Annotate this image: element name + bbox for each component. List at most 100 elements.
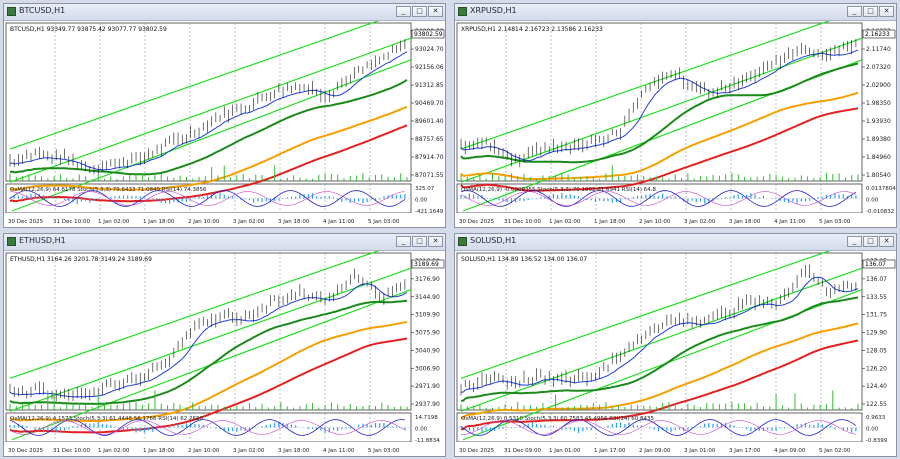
time-axis-label: 30 Dec 2025 <box>459 448 495 454</box>
trend-channel-line <box>9 251 380 379</box>
minimize-button[interactable]: _ <box>847 236 862 247</box>
chart-window-btcusd[interactable]: BTCUSD,H1 _ □ ✕ BTCUSD,H1 93349.77 93875… <box>3 3 446 228</box>
time-axis-label: 2 Jan 10:00 <box>639 219 671 225</box>
time-axis-label: 1 Jan 02:00 <box>98 448 130 454</box>
ma-blue-line <box>9 51 408 171</box>
time-axis-label: 1 Jan 18:00 <box>143 219 175 225</box>
price-scale-label: 1.80540 <box>866 172 891 179</box>
ma-green-line <box>9 79 408 176</box>
time-axis-label: 5 Jan 03:00 <box>368 219 400 225</box>
close-button[interactable]: ✕ <box>879 6 894 17</box>
price-scale-label: 136.07 <box>866 276 887 283</box>
trend-channel-line <box>9 37 412 183</box>
price-scale-label: 1.93930 <box>866 118 891 125</box>
time-axis-label: 30 Dec 2025 <box>8 448 44 454</box>
ma-orange-line <box>9 106 408 191</box>
ma-blue-line <box>461 276 859 393</box>
time-axis-label: 5 Jan 02:00 <box>819 448 851 454</box>
current-price-label: 136.07 <box>865 261 886 268</box>
indicator-scale-label: 0.00 <box>866 198 879 204</box>
price-scale-label: 2.02900 <box>866 82 891 89</box>
time-axis-label: 3 Jan 18:00 <box>278 448 310 454</box>
time-axis-label: 4 Jan 11:00 <box>323 448 355 454</box>
ma-orange-line <box>460 322 859 419</box>
current-price-box <box>862 29 896 39</box>
indicator-label: OsMA(12,26,9) 64.6178 Stoch(5,3,3) 79.64… <box>10 187 207 193</box>
indicator-scale-label: 0.0137804 <box>866 186 896 192</box>
current-price-label: 3189.69 <box>414 261 439 268</box>
time-axis-label: 30 Dec 2025 <box>459 219 495 225</box>
chart-window-ethusd[interactable]: ETHUSD,H1 _ □ ✕ ETHUSD,H1 3164.26 3201.7… <box>3 233 446 457</box>
chart-window-solusd[interactable]: SOLUSD,H1 _ □ ✕ SOLUSD,H1 134.89 136.52 … <box>454 233 897 457</box>
indicator-scale-label: 14.7198 <box>415 415 438 421</box>
price-scale-label: 126.20 <box>866 365 887 372</box>
rsi-line <box>9 191 405 206</box>
indicator-scale-label: 0.9633 <box>866 415 886 421</box>
close-button[interactable]: ✕ <box>879 236 894 247</box>
price-chart[interactable]: XRPUSD,H1 2.14814 2.16723 2.13586 2.1623… <box>455 21 896 227</box>
price-scale-label: 131.75 <box>866 312 887 319</box>
chart-icon <box>7 237 16 246</box>
minimize-button[interactable]: _ <box>396 6 411 17</box>
price-scale-label: 1.89380 <box>866 136 891 143</box>
price-plot-area[interactable] <box>456 22 863 182</box>
stoch-line <box>9 419 405 436</box>
time-axis <box>4 213 445 227</box>
minimize-button[interactable]: _ <box>847 6 862 17</box>
price-chart[interactable]: SOLUSD,H1 134.89 136.52 134.00 136.07137… <box>455 251 896 456</box>
rsi-line <box>9 420 406 435</box>
time-axis-label: 1 Jan 18:00 <box>143 448 175 454</box>
trend-channel-line <box>460 267 863 412</box>
window-titlebar[interactable]: ETHUSD,H1 _ □ ✕ <box>4 234 445 251</box>
ma-red-line <box>460 107 859 192</box>
price-chart[interactable]: ETHUSD,H1 3164.26 3201.78 3149.24 3189.6… <box>4 251 445 456</box>
maximize-button[interactable]: □ <box>412 6 427 17</box>
close-button[interactable]: ✕ <box>428 236 443 247</box>
time-axis <box>455 442 896 456</box>
ohlc-label: ETHUSD,H1 3164.26 3201.78 3149.24 3189.6… <box>10 256 152 263</box>
window-titlebar[interactable]: XRPUSD,H1 _ □ ✕ <box>455 4 896 21</box>
time-axis-label: 3 Jan 02:00 <box>233 219 265 225</box>
indicator-scale-label: 0.00 <box>415 198 428 204</box>
window-title: SOLUSD,H1 <box>470 236 517 245</box>
current-price-label: 93802.59 <box>414 31 443 38</box>
chart-window-xrpusd[interactable]: XRPUSD,H1 _ □ ✕ XRPUSD,H1 2.14814 2.1672… <box>454 3 897 228</box>
price-plot-area[interactable] <box>456 252 863 411</box>
price-plot-area[interactable] <box>5 252 412 411</box>
price-scale-label: 122.55 <box>866 401 887 408</box>
price-scale-label: 133.55 <box>866 294 887 301</box>
price-scale-label: 1.98350 <box>866 100 891 107</box>
window-titlebar[interactable]: SOLUSD,H1 _ □ ✕ <box>455 234 896 251</box>
ma-green-line <box>460 62 859 164</box>
time-axis-label: 4 Jan 11:00 <box>323 219 355 225</box>
price-scale-label: 1.84960 <box>866 154 891 161</box>
window-titlebar[interactable]: BTCUSD,H1 _ □ ✕ <box>4 4 445 21</box>
indicator-scale-label: 0.00 <box>866 427 879 433</box>
time-axis-label: 3 Jan 17:00 <box>729 448 761 454</box>
price-scale-label: 2.07320 <box>866 64 891 71</box>
price-chart[interactable]: BTCUSD,H1 93349.77 93875.42 93077.77 938… <box>4 21 445 227</box>
price-scale-label: 129.90 <box>866 330 887 337</box>
indicator-scale-label: -11.8834 <box>415 438 440 444</box>
price-scale-label: 128.05 <box>866 347 887 354</box>
time-axis <box>4 442 445 456</box>
trend-channel-line <box>9 21 380 150</box>
maximize-button[interactable]: □ <box>863 236 878 247</box>
price-scale-label: 87914.70 <box>415 154 444 161</box>
window-title: XRPUSD,H1 <box>470 6 517 15</box>
price-scale-label: 2971.90 <box>415 383 440 390</box>
time-axis-label: 3 Jan 18:00 <box>278 219 310 225</box>
close-button[interactable]: ✕ <box>428 6 443 17</box>
price-scale-label: 2937.90 <box>415 401 440 408</box>
ma-green-line <box>461 296 859 402</box>
time-axis-label: 3 Jan 01:00 <box>684 448 716 454</box>
rsi-line <box>461 420 856 435</box>
maximize-button[interactable]: □ <box>412 236 427 247</box>
time-axis <box>455 213 896 227</box>
maximize-button[interactable]: □ <box>863 6 878 17</box>
current-price-label: 2.16233 <box>865 31 890 38</box>
ma-blue-line <box>9 283 408 398</box>
minimize-button[interactable]: _ <box>396 236 411 247</box>
time-axis-label: 4 Jan 11:00 <box>774 219 806 225</box>
price-scale-label: 90469.70 <box>415 100 444 107</box>
